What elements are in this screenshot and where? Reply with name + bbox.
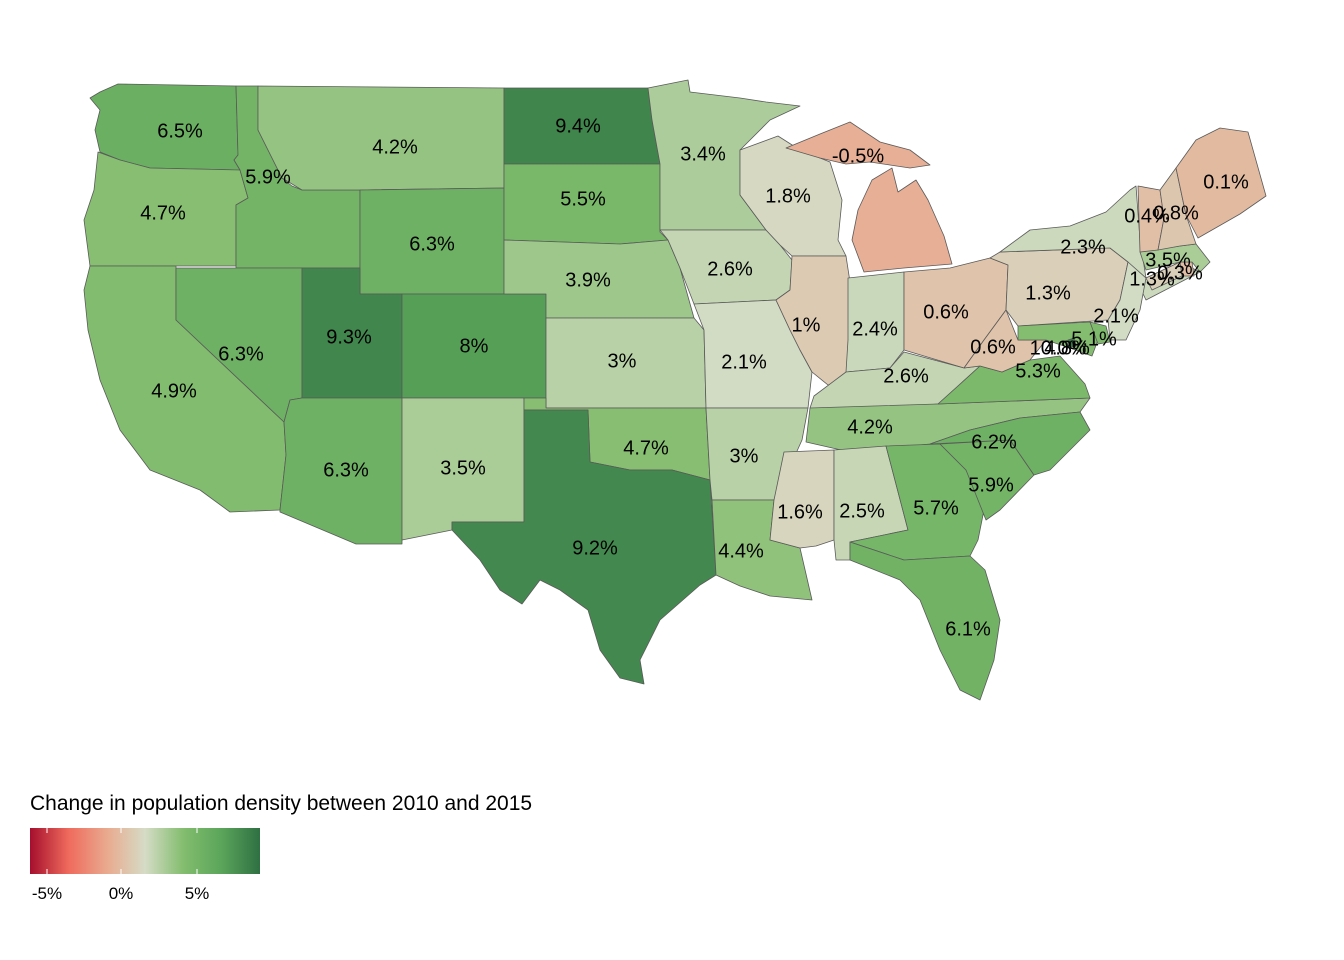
state-mn bbox=[647, 79, 801, 231]
state-label: 6.5% bbox=[157, 120, 203, 142]
us-choropleth-map: 6.5% 4.7% 4.9% 5.9% 6.3% 4.2% 6.3% 9.3% … bbox=[83, 79, 1267, 701]
state-label: 6.3% bbox=[218, 343, 264, 365]
state-label: 4.4% bbox=[718, 540, 764, 562]
state-label: 2.6% bbox=[883, 365, 929, 387]
state-label: 2.4% bbox=[852, 318, 898, 340]
state-label: 3% bbox=[608, 350, 637, 372]
state-label: 4.7% bbox=[140, 202, 186, 224]
state-label: -0.5% bbox=[832, 145, 884, 167]
state-label: 5.1% bbox=[1071, 328, 1117, 350]
state-dc bbox=[1067, 337, 1077, 349]
state-label: 6.3% bbox=[409, 233, 455, 255]
state-label: 5.9% bbox=[968, 474, 1014, 496]
state-nc bbox=[929, 411, 1091, 476]
state-label: 5.7% bbox=[913, 497, 959, 519]
state-label: 5.5% bbox=[560, 188, 606, 210]
legend-title: Change in population density between 201… bbox=[30, 792, 533, 815]
state-label: 0.6% bbox=[923, 301, 969, 323]
state-label: 9.4% bbox=[555, 115, 601, 137]
state-label: 0.8% bbox=[1153, 202, 1199, 224]
state-label: 1.6% bbox=[777, 501, 823, 523]
state-label: 2.3% bbox=[1060, 236, 1106, 258]
state-label: 1% bbox=[792, 314, 821, 336]
state-label: 6.3% bbox=[323, 459, 369, 481]
state-label: 2.6% bbox=[707, 258, 753, 280]
state-label: 0.6% bbox=[970, 336, 1016, 358]
state-label: 3.9% bbox=[565, 269, 611, 291]
state-label: 2.5% bbox=[839, 500, 885, 522]
state-me bbox=[1175, 127, 1267, 239]
state-label: 10.0% bbox=[1030, 337, 1087, 359]
state-de bbox=[1089, 321, 1111, 345]
state-label: 3.5% bbox=[440, 457, 486, 479]
state-fl bbox=[849, 541, 1001, 701]
state-label: 4.2% bbox=[847, 416, 893, 438]
state-label: 0.1% bbox=[1203, 171, 1249, 193]
legend-tick: 5% bbox=[184, 884, 210, 903]
state-label: 9.2% bbox=[572, 537, 618, 559]
state-label: 9.3% bbox=[326, 326, 372, 348]
state-mi bbox=[851, 167, 953, 273]
color-legend: Change in population density between 201… bbox=[14, 788, 654, 918]
state-label: 1.8% bbox=[765, 185, 811, 207]
state-label: 5.3% bbox=[1015, 360, 1061, 382]
state-label: 1.3% bbox=[1025, 282, 1071, 304]
state-label: 4.8% bbox=[1044, 337, 1090, 359]
state-il bbox=[775, 255, 851, 386]
state-nj bbox=[1107, 261, 1147, 341]
legend-tick: -5% bbox=[31, 884, 63, 903]
state-label: 1.3% bbox=[1129, 268, 1175, 290]
state-label: 3% bbox=[730, 445, 759, 467]
state-label: 3.5% bbox=[1145, 249, 1191, 271]
state-label: 6.1% bbox=[945, 618, 991, 640]
state-label: 6.2% bbox=[971, 431, 1017, 453]
state-label: 4.7% bbox=[623, 437, 669, 459]
state-label: 2.1% bbox=[721, 351, 767, 373]
state-label: 2.1% bbox=[1093, 305, 1139, 327]
state-tx bbox=[451, 409, 717, 685]
legend-color-bar bbox=[30, 828, 260, 874]
legend-tick: 0% bbox=[108, 884, 134, 903]
state-mi-up bbox=[785, 121, 931, 169]
state-label: 3.4% bbox=[680, 143, 726, 165]
state-label: 4.2% bbox=[372, 136, 418, 158]
state-label: 0.3% bbox=[1157, 262, 1203, 284]
state-label: 0.4% bbox=[1124, 205, 1170, 227]
state-label: 5.9% bbox=[245, 166, 291, 188]
state-label: 4.9% bbox=[151, 380, 197, 402]
state-label: 8% bbox=[460, 335, 489, 357]
